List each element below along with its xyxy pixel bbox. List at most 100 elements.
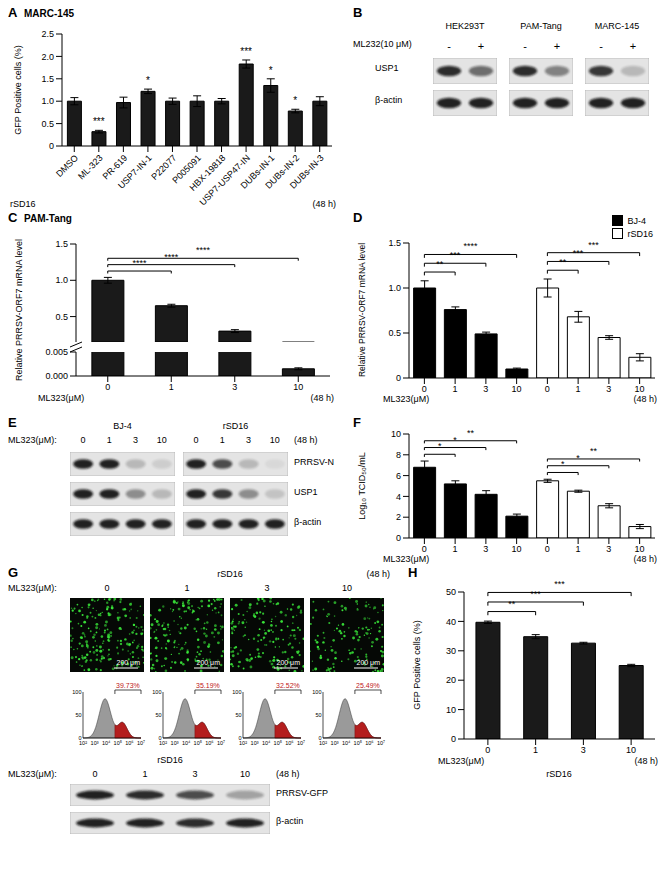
svg-text:1: 1 xyxy=(533,745,538,755)
svg-text:*: * xyxy=(453,435,457,445)
svg-text:50: 50 xyxy=(235,712,241,718)
svg-text:1.5: 1.5 xyxy=(55,239,68,249)
svg-text:DUBs-IN-3: DUBs-IN-3 xyxy=(288,153,326,191)
svg-text:**: ** xyxy=(590,446,598,456)
svg-text:10: 10 xyxy=(391,429,401,439)
svg-text:USP7-IN-1: USP7-IN-1 xyxy=(116,153,154,191)
svg-text:***: *** xyxy=(554,579,565,589)
svg-text:1.5: 1.5 xyxy=(41,74,54,84)
svg-text:35.19%: 35.19% xyxy=(196,682,220,689)
svg-text:0: 0 xyxy=(545,544,550,554)
svg-text:10⁶: 10⁶ xyxy=(285,740,293,746)
svg-text:0.5: 0.5 xyxy=(41,119,54,129)
svg-text:10: 10 xyxy=(626,745,636,755)
svg-text:**: ** xyxy=(436,259,444,269)
svg-text:40: 40 xyxy=(446,617,456,627)
svg-text:10: 10 xyxy=(446,705,456,715)
svg-text:10: 10 xyxy=(635,544,645,554)
svg-text:10⁷: 10⁷ xyxy=(377,740,385,746)
svg-text:**: ** xyxy=(467,428,475,438)
svg-text:10³: 10³ xyxy=(171,740,179,746)
svg-text:*: * xyxy=(269,65,273,76)
svg-text:10⁵: 10⁵ xyxy=(194,740,202,746)
svg-text:10²: 10² xyxy=(239,740,247,746)
svg-text:0: 0 xyxy=(422,544,427,554)
svg-text:10: 10 xyxy=(512,384,522,394)
svg-text:100: 100 xyxy=(232,689,241,695)
svg-text:1: 1 xyxy=(453,384,458,394)
svg-text:10³: 10³ xyxy=(91,740,99,746)
svg-text:0: 0 xyxy=(396,373,401,383)
svg-text:100: 100 xyxy=(312,689,321,695)
svg-text:1.5: 1.5 xyxy=(388,238,401,248)
svg-text:10⁷: 10⁷ xyxy=(137,740,145,746)
svg-text:****: **** xyxy=(196,245,211,255)
svg-text:10⁵: 10⁵ xyxy=(354,740,362,746)
svg-text:10²: 10² xyxy=(159,740,167,746)
svg-text:32.52%: 32.52% xyxy=(276,682,300,689)
svg-text:3: 3 xyxy=(483,384,488,394)
svg-text:10⁴: 10⁴ xyxy=(182,740,191,746)
svg-text:*: * xyxy=(293,95,297,106)
svg-text:***: *** xyxy=(450,250,461,260)
svg-text:1: 1 xyxy=(576,544,581,554)
svg-text:2: 2 xyxy=(396,512,401,522)
svg-text:0: 0 xyxy=(422,384,427,394)
svg-text:***: *** xyxy=(93,116,105,127)
svg-text:10⁶: 10⁶ xyxy=(125,740,133,746)
svg-text:8: 8 xyxy=(396,450,401,460)
svg-text:**: ** xyxy=(559,257,567,267)
svg-text:10⁵: 10⁵ xyxy=(114,740,122,746)
svg-text:1: 1 xyxy=(169,382,174,392)
svg-text:*: * xyxy=(438,441,442,451)
svg-text:10: 10 xyxy=(293,382,303,392)
svg-text:10⁵: 10⁵ xyxy=(274,740,282,746)
svg-text:10⁶: 10⁶ xyxy=(365,740,373,746)
svg-text:10²: 10² xyxy=(319,740,327,746)
svg-text:50: 50 xyxy=(155,712,161,718)
svg-text:3: 3 xyxy=(232,382,237,392)
svg-text:3: 3 xyxy=(606,544,611,554)
svg-text:0.000: 0.000 xyxy=(45,371,68,381)
svg-text:10⁴: 10⁴ xyxy=(342,740,351,746)
svg-text:2.0: 2.0 xyxy=(41,52,54,62)
svg-text:10: 10 xyxy=(512,544,522,554)
svg-text:0.5: 0.5 xyxy=(388,328,401,338)
svg-text:1.0: 1.0 xyxy=(41,96,54,106)
svg-text:10: 10 xyxy=(635,384,645,394)
svg-text:3: 3 xyxy=(581,745,586,755)
svg-text:100: 100 xyxy=(72,689,81,695)
svg-text:0.005: 0.005 xyxy=(45,348,68,357)
svg-text:****: **** xyxy=(164,252,179,262)
svg-text:50: 50 xyxy=(446,587,456,597)
svg-text:50: 50 xyxy=(315,712,321,718)
svg-text:1: 1 xyxy=(453,544,458,554)
svg-text:10⁴: 10⁴ xyxy=(262,740,271,746)
svg-text:**: ** xyxy=(508,599,516,609)
svg-text:1: 1 xyxy=(576,384,581,394)
svg-text:10²: 10² xyxy=(79,740,87,746)
svg-text:ML-323: ML-323 xyxy=(76,153,105,182)
svg-text:10⁶: 10⁶ xyxy=(205,740,213,746)
svg-text:10⁷: 10⁷ xyxy=(297,740,305,746)
svg-text:1.0: 1.0 xyxy=(55,275,68,285)
svg-text:***: *** xyxy=(573,248,584,258)
svg-text:*: * xyxy=(146,75,150,86)
svg-text:50: 50 xyxy=(75,712,81,718)
svg-text:0: 0 xyxy=(49,141,54,151)
svg-text:1.0: 1.0 xyxy=(388,283,401,293)
svg-text:***: *** xyxy=(530,589,541,599)
svg-text:0: 0 xyxy=(451,734,456,744)
svg-text:30: 30 xyxy=(446,646,456,656)
svg-text:0: 0 xyxy=(485,745,490,755)
svg-text:10⁴: 10⁴ xyxy=(102,740,111,746)
svg-text:10³: 10³ xyxy=(251,740,259,746)
svg-text:0.5: 0.5 xyxy=(55,312,68,322)
svg-text:4: 4 xyxy=(396,492,401,502)
svg-text:0: 0 xyxy=(105,382,110,392)
svg-text:39.73%: 39.73% xyxy=(116,682,140,689)
svg-text:0: 0 xyxy=(545,384,550,394)
svg-text:*: * xyxy=(561,459,565,469)
svg-text:10⁷: 10⁷ xyxy=(217,740,225,746)
svg-text:2.5: 2.5 xyxy=(41,29,54,39)
